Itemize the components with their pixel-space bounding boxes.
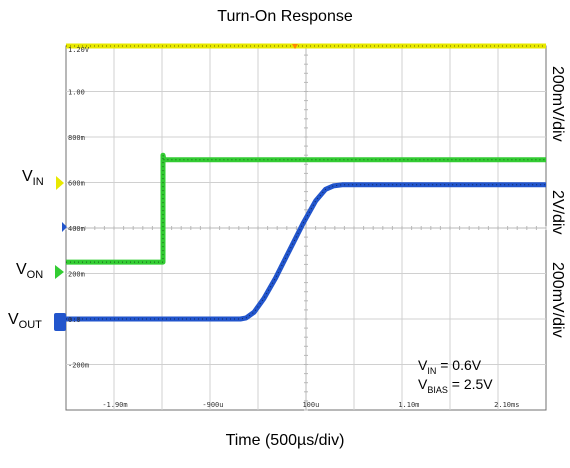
vin-ground-marker (56, 176, 64, 190)
x-axis-label: Time (500µs/div) (225, 432, 345, 449)
y-tick-label: 200m (68, 271, 85, 279)
x-tick-label: 100u (302, 401, 319, 409)
y-tick-label: 400m (68, 225, 85, 233)
y-tick-label: 1.00 (68, 89, 85, 97)
x-tick-label: 2.10ms (494, 401, 519, 409)
vout-scale-label: 200mV/div (549, 262, 566, 338)
y-tick-label: 800m (68, 134, 85, 142)
x-tick-label: -900u (202, 401, 223, 409)
chart-title: Turn-On Response (217, 8, 353, 25)
time-position-marker (292, 44, 298, 49)
vout-channel-label: VOUT (8, 311, 42, 332)
x-tick-label: 1.10m (398, 401, 419, 409)
y-tick-label: 1.20V (68, 46, 90, 54)
von-scale-label: 2V/div (549, 190, 566, 235)
vin-scale-label: 200mV/div (549, 66, 566, 142)
vout-ground-marker (54, 313, 66, 331)
y-tick-label: 0.0 (68, 316, 81, 324)
x-tick-label: -1.90m (102, 401, 127, 409)
von-ground-marker (55, 265, 64, 279)
y-tick-label: -200m (68, 362, 89, 370)
vin-setting-annotation: VIN = 0.6V (418, 357, 482, 376)
grid (65, 45, 547, 411)
von-channel-label: VON (16, 261, 44, 282)
channel-markers (54, 44, 298, 331)
series-1-noise (66, 155, 546, 263)
vin-channel-label: VIN (22, 168, 44, 189)
series-2-noise (66, 184, 546, 320)
vbias-setting-annotation: VBIAS = 2.5V (418, 376, 493, 395)
trigger-marker (62, 222, 67, 232)
tick-labels: -1.90m -900u 100u 1.10m 2.10ms 1.20V 1.00 800m 6… (68, 46, 519, 409)
traces (66, 43, 546, 322)
y-tick-label: 600m (68, 180, 85, 188)
